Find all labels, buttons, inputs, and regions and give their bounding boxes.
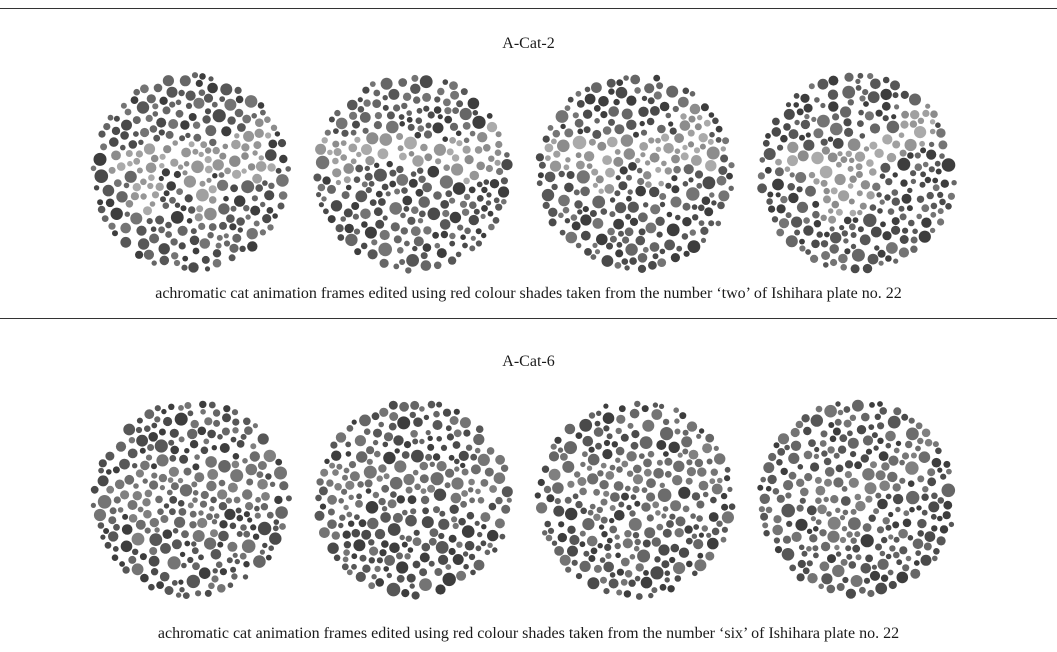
middle-rule xyxy=(0,318,1057,319)
panel-2-frame-1 xyxy=(88,396,294,602)
panel-2-frame-3 xyxy=(532,396,738,602)
panel-1-frame-2 xyxy=(310,70,516,276)
panel-2-frame-2 xyxy=(310,396,516,602)
ishihara-plate-1-4 xyxy=(757,72,957,274)
ishihara-plate-1-3 xyxy=(535,74,735,273)
ishihara-plate-2-1 xyxy=(90,400,292,599)
panel-1-frame-4 xyxy=(754,70,960,276)
panel-2-frame-4 xyxy=(754,396,960,602)
top-rule xyxy=(0,8,1057,9)
ishihara-plate-2-4 xyxy=(757,399,956,599)
panel-1-title: A-Cat-2 xyxy=(502,35,555,52)
panel-1-frame-1 xyxy=(88,70,294,276)
ishihara-plate-1-2 xyxy=(313,74,513,274)
ishihara-plate-1-1 xyxy=(90,72,291,273)
panel-1-caption: achromatic cat animation frames edited u… xyxy=(155,285,902,302)
ishihara-plate-2-2 xyxy=(314,400,513,600)
panel-2-caption: achromatic cat animation frames edited u… xyxy=(157,625,900,642)
ishihara-plate-2-3 xyxy=(534,400,736,600)
panel-2-title: A-Cat-6 xyxy=(502,353,555,370)
panel-1-frame-3 xyxy=(532,70,738,276)
